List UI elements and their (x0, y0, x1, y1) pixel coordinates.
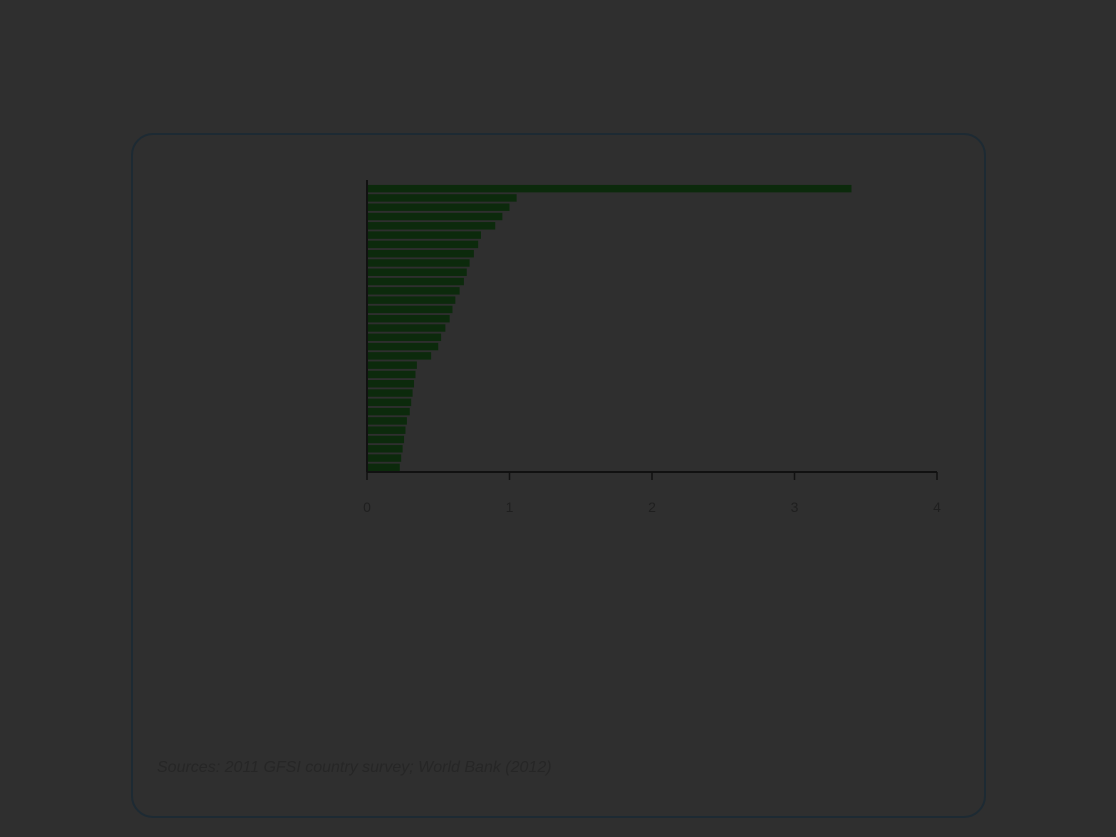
bar (367, 222, 496, 230)
bar (367, 352, 432, 360)
bar (367, 268, 467, 276)
bar (367, 435, 405, 444)
bar (367, 203, 510, 211)
bar (367, 249, 474, 258)
bar (367, 426, 406, 434)
bars-layer (367, 184, 852, 472)
x-tick-label: 3 (791, 499, 799, 515)
bar (367, 445, 403, 453)
bar (367, 463, 400, 472)
bar (367, 296, 456, 304)
bar (367, 342, 439, 351)
bar (367, 194, 517, 202)
bar (367, 389, 413, 397)
bar (367, 287, 460, 295)
x-tick-label: 4 (933, 499, 941, 515)
bar (367, 277, 464, 286)
chart-notes (155, 585, 970, 599)
sources-footnote: Sources: 2011 GFSI country survey; World… (157, 759, 552, 776)
x-tick-label: 2 (648, 499, 656, 515)
bar (367, 407, 410, 416)
bar (367, 305, 453, 314)
bar (367, 370, 416, 379)
bar (367, 333, 442, 342)
bar (367, 361, 417, 369)
x-axis: 0 1 2 3 4 (363, 180, 941, 515)
bar (367, 231, 481, 239)
chart-card (131, 133, 986, 818)
bar (367, 417, 407, 425)
bar (367, 240, 479, 249)
bar (367, 398, 412, 407)
bar (367, 184, 852, 193)
x-tick-label: 1 (506, 499, 514, 515)
bar (367, 454, 402, 462)
bar (367, 380, 415, 388)
bar (367, 212, 503, 221)
bar (367, 324, 446, 332)
bar (367, 314, 450, 323)
x-tick-label: 0 (363, 499, 371, 515)
bar (367, 259, 470, 267)
